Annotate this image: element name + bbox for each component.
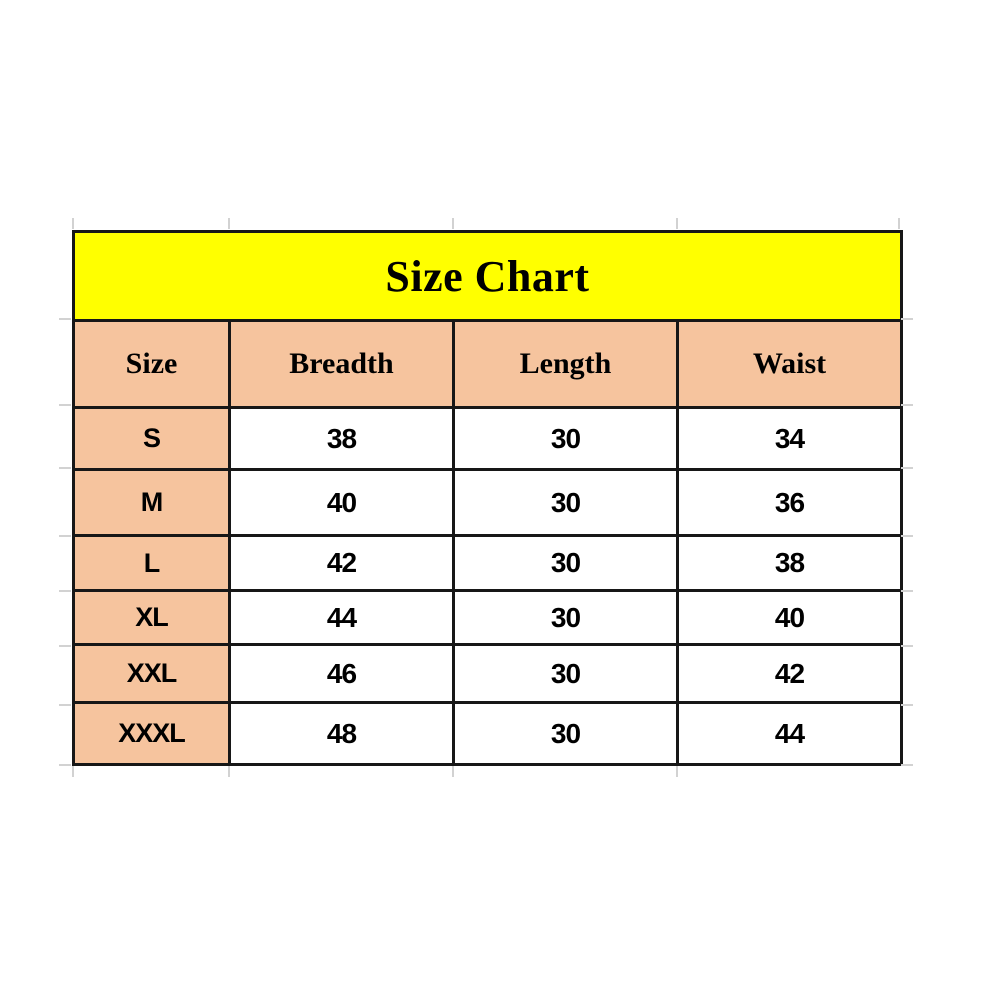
breadth-value: 40 (228, 468, 455, 537)
column-header-breadth: Breadth (228, 319, 455, 409)
table-row: XXL 46 30 42 (72, 643, 903, 704)
column-header-waist: Waist (676, 319, 903, 409)
size-chart-table: Size Chart Size Breadth Length Waist S 3… (72, 230, 903, 766)
waist-value: 34 (676, 406, 903, 471)
gridline-stub (452, 766, 454, 777)
breadth-value: 46 (228, 643, 455, 704)
gridline-stub (676, 766, 678, 777)
length-value: 30 (452, 643, 679, 704)
size-label: L (72, 534, 231, 592)
gridline-stub (59, 404, 71, 406)
gridline-stub (59, 704, 71, 706)
gridline-stub (59, 645, 71, 647)
table-row: L 42 30 38 (72, 534, 903, 592)
waist-value: 44 (676, 701, 903, 766)
gridline-stub (898, 218, 900, 229)
gridline-stub (72, 766, 74, 777)
size-label: XXXL (72, 701, 231, 766)
size-label: XXL (72, 643, 231, 704)
gridline-stub (228, 766, 230, 777)
breadth-value: 44 (228, 589, 455, 646)
gridline-stub (901, 704, 913, 706)
gridline-stub (901, 467, 913, 469)
gridline-stub (59, 318, 71, 320)
gridline-stub (901, 764, 913, 766)
table-title: Size Chart (72, 230, 903, 322)
length-value: 30 (452, 701, 679, 766)
gridline-stub (59, 467, 71, 469)
waist-value: 36 (676, 468, 903, 537)
column-header-size: Size (72, 319, 231, 409)
breadth-value: 38 (228, 406, 455, 471)
gridline-stub (901, 645, 913, 647)
size-label: S (72, 406, 231, 471)
table-row: M 40 30 36 (72, 468, 903, 537)
length-value: 30 (452, 406, 679, 471)
gridline-stub (59, 764, 71, 766)
gridline-stub (901, 535, 913, 537)
column-header-length: Length (452, 319, 679, 409)
gridline-stub (59, 590, 71, 592)
waist-value: 42 (676, 643, 903, 704)
gridline-stub (72, 218, 74, 229)
breadth-value: 48 (228, 701, 455, 766)
length-value: 30 (452, 468, 679, 537)
gridline-stub (901, 590, 913, 592)
length-value: 30 (452, 534, 679, 592)
header-row: Size Breadth Length Waist (72, 319, 903, 409)
table-row: XL 44 30 40 (72, 589, 903, 646)
size-label: M (72, 468, 231, 537)
length-value: 30 (452, 589, 679, 646)
gridline-stub (676, 218, 678, 229)
waist-value: 38 (676, 534, 903, 592)
waist-value: 40 (676, 589, 903, 646)
gridline-stub (901, 404, 913, 406)
table-row: XXXL 48 30 44 (72, 701, 903, 766)
breadth-value: 42 (228, 534, 455, 592)
gridline-stub (452, 218, 454, 229)
table-row: S 38 30 34 (72, 406, 903, 471)
gridline-stub (901, 318, 913, 320)
size-label: XL (72, 589, 231, 646)
gridline-stub (59, 535, 71, 537)
title-row: Size Chart (72, 230, 903, 322)
gridline-stub (228, 218, 230, 229)
